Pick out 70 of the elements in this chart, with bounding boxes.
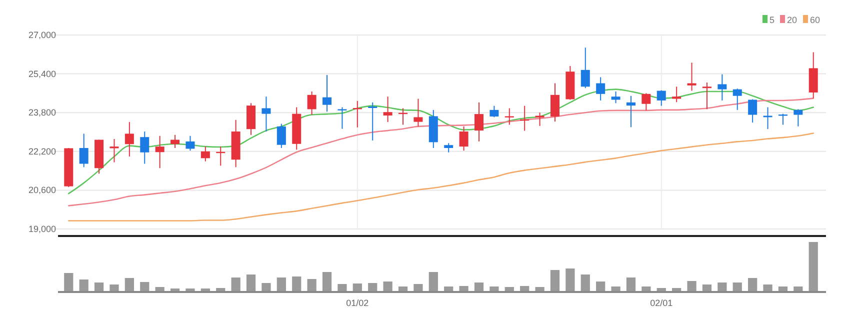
bar bbox=[687, 281, 696, 292]
bar bbox=[322, 272, 332, 292]
y-tick-label: 23,800 bbox=[28, 108, 56, 118]
candlestick bbox=[170, 134, 180, 149]
bar bbox=[79, 280, 88, 292]
bar bbox=[246, 274, 256, 292]
bar bbox=[124, 278, 134, 292]
candlestick bbox=[140, 131, 150, 164]
y-tick-label: 19,000 bbox=[28, 224, 56, 234]
candlestick bbox=[718, 74, 727, 101]
candlestick bbox=[307, 91, 316, 116]
bar bbox=[64, 273, 74, 292]
candlestick bbox=[504, 108, 514, 126]
bar bbox=[566, 268, 575, 292]
bar bbox=[262, 283, 271, 292]
bar bbox=[580, 274, 590, 292]
candlestick bbox=[672, 86, 682, 103]
candlestick bbox=[444, 142, 454, 153]
candlestick bbox=[474, 102, 484, 142]
candlestick bbox=[656, 90, 666, 106]
y-tick-label: 27,000 bbox=[28, 30, 56, 40]
candlestick bbox=[732, 88, 742, 110]
candlestick bbox=[322, 74, 332, 112]
candlestick bbox=[276, 123, 286, 149]
bar bbox=[808, 242, 818, 292]
candlestick bbox=[687, 62, 696, 92]
candlestick bbox=[459, 126, 468, 152]
bar bbox=[414, 284, 423, 292]
bar bbox=[763, 284, 772, 292]
candlestick bbox=[490, 105, 499, 118]
bar bbox=[748, 278, 758, 292]
candlestick bbox=[794, 108, 803, 127]
line-series bbox=[68, 132, 814, 222]
legend-label: 5 bbox=[770, 15, 775, 25]
bar bbox=[276, 278, 286, 292]
candlestick bbox=[383, 96, 392, 123]
candlestick bbox=[200, 146, 210, 162]
y-tick-label: 20,600 bbox=[28, 185, 56, 196]
candlestick bbox=[262, 96, 271, 132]
bar bbox=[383, 282, 392, 292]
candlestick bbox=[368, 102, 378, 141]
candlestick bbox=[642, 92, 651, 111]
candlestick bbox=[702, 82, 712, 110]
bar bbox=[550, 270, 560, 292]
bar bbox=[338, 284, 347, 292]
candlestick bbox=[79, 133, 88, 168]
bar bbox=[292, 276, 302, 292]
bar bbox=[307, 279, 316, 292]
candlestick bbox=[338, 106, 347, 130]
legend-label: 60 bbox=[810, 15, 820, 25]
x-tick-label: 02/01 bbox=[650, 298, 673, 308]
candlestick bbox=[550, 82, 560, 122]
bar bbox=[626, 278, 636, 292]
candlestick bbox=[155, 135, 164, 169]
x-tick-label: 01/02 bbox=[346, 298, 369, 308]
candlestick bbox=[186, 135, 195, 152]
legend-label: 20 bbox=[787, 15, 798, 25]
bar bbox=[428, 272, 438, 292]
candlestick bbox=[748, 98, 758, 124]
y-tick-label: 25,400 bbox=[28, 68, 56, 79]
bar bbox=[231, 278, 240, 292]
candlestick bbox=[611, 91, 620, 104]
candlestick bbox=[124, 122, 134, 157]
bar bbox=[110, 284, 119, 292]
candlestick bbox=[414, 98, 423, 127]
candlestick bbox=[626, 95, 636, 128]
candlestick bbox=[246, 102, 256, 136]
candlestick bbox=[596, 76, 606, 101]
y-tick-label: 22,200 bbox=[28, 146, 56, 156]
candlestick bbox=[580, 47, 590, 89]
